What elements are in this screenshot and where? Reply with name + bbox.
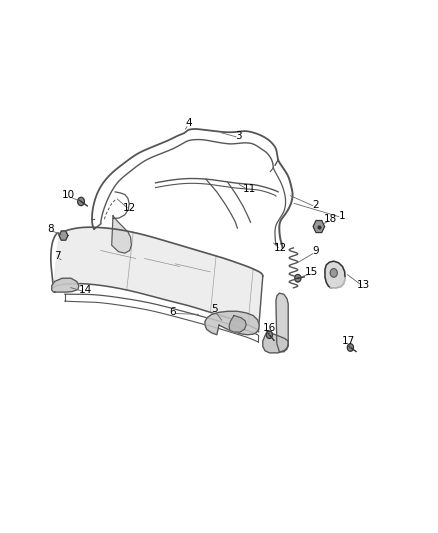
Circle shape xyxy=(78,197,85,206)
Text: 7: 7 xyxy=(53,251,60,261)
Text: 14: 14 xyxy=(79,286,92,295)
Circle shape xyxy=(266,331,272,338)
Polygon shape xyxy=(112,216,131,253)
Polygon shape xyxy=(205,311,259,335)
Polygon shape xyxy=(313,221,325,232)
Text: 2: 2 xyxy=(312,200,319,210)
Polygon shape xyxy=(229,316,246,332)
Text: 16: 16 xyxy=(263,323,276,333)
Circle shape xyxy=(295,274,301,282)
Circle shape xyxy=(330,269,337,277)
Text: 4: 4 xyxy=(185,118,192,127)
Text: 10: 10 xyxy=(61,190,74,199)
Polygon shape xyxy=(53,227,263,332)
Polygon shape xyxy=(263,332,288,353)
Text: 12: 12 xyxy=(123,203,136,213)
Text: 8: 8 xyxy=(47,224,54,234)
Polygon shape xyxy=(59,231,68,240)
Text: 9: 9 xyxy=(312,246,319,255)
Text: 13: 13 xyxy=(357,280,370,290)
Polygon shape xyxy=(325,261,345,288)
Text: 3: 3 xyxy=(235,131,242,141)
Text: 12: 12 xyxy=(274,243,287,253)
Polygon shape xyxy=(276,293,288,352)
Text: 1: 1 xyxy=(338,211,345,221)
Text: 17: 17 xyxy=(342,336,355,346)
Polygon shape xyxy=(52,278,79,292)
Text: 11: 11 xyxy=(243,184,256,194)
Text: 15: 15 xyxy=(304,267,318,277)
Text: 6: 6 xyxy=(170,307,177,317)
Text: 5: 5 xyxy=(211,304,218,314)
Text: 18: 18 xyxy=(324,214,337,223)
Circle shape xyxy=(347,344,353,351)
